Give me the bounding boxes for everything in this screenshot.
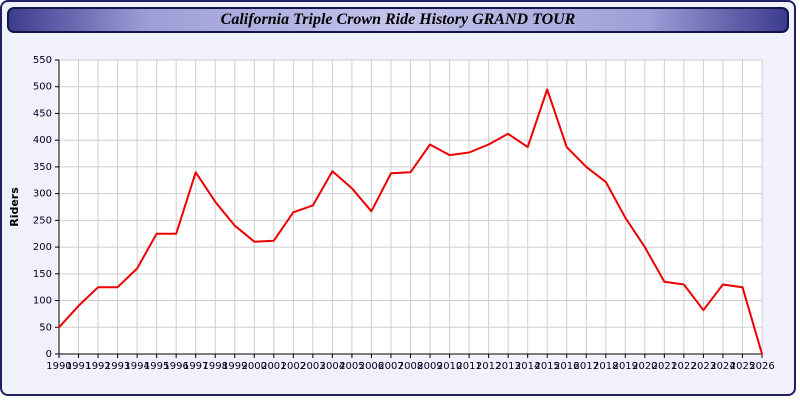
y-axis-label: 0 (46, 349, 52, 360)
y-axis-label: 450 (33, 108, 52, 119)
x-axis-label: 2013 (495, 361, 520, 372)
x-axis-label: 2017 (574, 361, 599, 372)
y-axis-label: 50 (39, 322, 52, 333)
y-axis-label: 250 (33, 215, 52, 226)
y-axis-label: 400 (33, 135, 52, 146)
x-axis-label: 2011 (456, 361, 481, 372)
x-axis-label: 2023 (691, 361, 716, 372)
x-axis-label: 1998 (202, 361, 227, 372)
x-axis-label: 1995 (144, 361, 169, 372)
x-axis-label: 2008 (398, 361, 423, 372)
x-axis-label: 1994 (124, 361, 149, 372)
x-axis-label: 1991 (66, 361, 91, 372)
page-title: California Triple Crown Ride History GRA… (220, 11, 576, 28)
x-axis-label: 2014 (515, 361, 540, 372)
x-axis-label: 2025 (730, 361, 755, 372)
x-axis-label: 2015 (534, 361, 559, 372)
x-axis-label: 2006 (359, 361, 384, 372)
x-axis-label: 2001 (261, 361, 286, 372)
x-axis-label: 2026 (749, 361, 774, 372)
y-axis-label: 200 (33, 242, 52, 253)
x-axis-label: 2007 (378, 361, 403, 372)
x-axis-label: 2004 (320, 361, 345, 372)
x-axis-label: 2000 (242, 361, 267, 372)
x-axis-label: 2009 (417, 361, 442, 372)
y-axis-title: Riders (8, 187, 21, 227)
x-axis-label: 1990 (46, 361, 71, 372)
x-axis-label: 2018 (593, 361, 618, 372)
x-axis-label: 1992 (85, 361, 110, 372)
x-axis-label: 2002 (281, 361, 306, 372)
y-axis-label: 100 (33, 296, 52, 307)
y-axis-label: 500 (33, 82, 52, 93)
x-axis-label: 2022 (671, 361, 696, 372)
y-axis-label: 150 (33, 269, 52, 280)
y-axis-label: 350 (33, 162, 52, 173)
x-axis-label: 1996 (163, 361, 188, 372)
x-axis-label: 2024 (710, 361, 735, 372)
title-bar: California Triple Crown Ride History GRA… (7, 7, 789, 33)
x-axis-label: 1997 (183, 361, 208, 372)
x-axis-label: 2003 (300, 361, 325, 372)
x-axis-label: 2020 (632, 361, 657, 372)
x-axis-label: 2005 (339, 361, 364, 372)
x-axis-label: 2016 (554, 361, 579, 372)
x-axis-label: 2012 (476, 361, 501, 372)
chart-line (58, 88, 763, 355)
x-axis-label: 1999 (222, 361, 247, 372)
y-axis-label: 550 (33, 55, 52, 66)
x-axis-label: 1993 (105, 361, 130, 372)
y-axis-label: 300 (33, 189, 52, 200)
x-axis-label: 2010 (437, 361, 462, 372)
x-axis-label: 2019 (613, 361, 638, 372)
x-axis-label: 2021 (652, 361, 677, 372)
